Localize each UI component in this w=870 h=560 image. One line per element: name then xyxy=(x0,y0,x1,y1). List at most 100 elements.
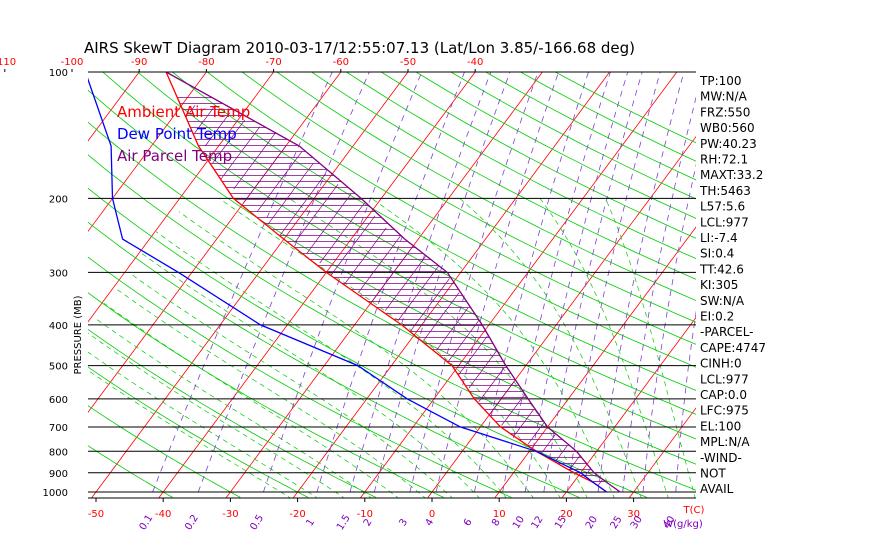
isotherm-line xyxy=(566,316,696,493)
chart-legend: Ambient Air Temp Dew Point Temp Air Parcel… xyxy=(117,103,250,165)
cape-hatch-line xyxy=(385,256,426,311)
bottom-temp-tick-label: -40 xyxy=(155,509,171,520)
isotherm-line xyxy=(768,72,870,492)
index-entry: SW:N/A xyxy=(700,294,745,308)
dew-point-templine-line xyxy=(88,77,608,493)
bottom-temp-tick-label: -10 xyxy=(357,509,373,520)
mixing-ratio-tick-label: 12 xyxy=(530,514,546,531)
index-entry: -PARCEL- xyxy=(700,325,754,339)
index-entry: LFC:975 xyxy=(700,404,749,418)
top-temp-tick-label: -100 xyxy=(61,57,84,68)
mixing-ratio-tick-label: 0.2 xyxy=(183,513,201,532)
cape-hatch-line xyxy=(489,381,515,416)
cape-hatch-line xyxy=(268,163,314,225)
cape-hatch-line xyxy=(436,307,469,351)
top-temp-tick-label: -80 xyxy=(198,57,214,68)
moist-adiabat-line xyxy=(141,252,480,498)
cape-hatch-line xyxy=(409,278,450,332)
mixing-ratio-line xyxy=(543,72,643,493)
isotherm-line xyxy=(158,491,164,498)
isotherm-line xyxy=(835,72,870,492)
mixing-ratio-tick-label: 2 xyxy=(362,517,375,528)
air-parcel-templine-line xyxy=(165,72,621,493)
legend-entry: Air Parcel Temp xyxy=(117,147,232,165)
mixing-ratio-tick-label: 8 xyxy=(490,517,503,528)
cape-hatch-line xyxy=(398,265,439,321)
isotherm-line xyxy=(628,491,634,498)
mixing-ratio-tick-label: 1 xyxy=(304,517,317,528)
isotherm-line xyxy=(225,491,231,498)
dry-adiabat-line xyxy=(311,72,696,280)
mixing-ratio-tick-label: 25 xyxy=(609,514,625,531)
mixing-ratio-line xyxy=(502,72,611,493)
moist-adiabat-line xyxy=(539,198,669,498)
cape-hatch-line xyxy=(423,292,460,341)
dry-adiabat-line xyxy=(276,72,696,301)
pressure-tick-label: 100 xyxy=(49,68,68,79)
y-axis-label: PRESSURE (MB) xyxy=(73,295,84,374)
bottom-temp-tick-label: 20 xyxy=(560,509,573,520)
cape-hatch-line xyxy=(527,422,544,445)
cape-hatching xyxy=(177,97,606,486)
top-temp-tick-label: -110 xyxy=(0,57,16,68)
pressure-tick-label: 800 xyxy=(49,447,68,458)
legend-entry: Ambient Air Temp xyxy=(117,103,250,121)
cape-hatch-line xyxy=(204,112,231,147)
cape-hatch-line xyxy=(306,193,352,254)
mixing-ratio-line xyxy=(597,72,685,493)
cape-hatch-line xyxy=(370,246,414,304)
mixing-ratio-line xyxy=(316,72,465,493)
mixing-ratio-unit-label: W(g/kg) xyxy=(663,519,703,530)
index-entry: L57:5.6 xyxy=(700,200,745,214)
top-temp-tick-label: -50 xyxy=(400,57,416,68)
isotherm-line xyxy=(88,72,342,413)
cape-hatch-line xyxy=(330,215,376,276)
mixing-ratio-line xyxy=(642,163,696,493)
pressure-tick-label: 200 xyxy=(49,194,68,205)
cape-hatch-line xyxy=(555,445,568,462)
isotherm-line xyxy=(95,72,409,493)
cape-hatch-line xyxy=(584,468,591,478)
index-entry: EL:100 xyxy=(700,419,741,433)
index-entry: TT:42.6 xyxy=(699,262,744,276)
cape-hatch-line xyxy=(189,105,196,113)
moist-adiabat-line xyxy=(605,198,696,498)
index-entry: WB0:560 xyxy=(700,121,755,135)
dry-adiabat-line xyxy=(346,72,696,260)
index-entry: NOT xyxy=(700,467,726,481)
index-entry: PW:40.23 xyxy=(700,137,757,151)
mixing-ratio-tick-label: 1.5 xyxy=(335,513,353,532)
dry-adiabat-line xyxy=(88,445,173,498)
mixing-ratio-line xyxy=(263,72,423,493)
mixing-ratio-tick-label: 0.5 xyxy=(248,513,266,532)
mixing-ratio-line xyxy=(435,72,559,493)
ambient-air-templine-line xyxy=(165,72,608,493)
index-entry: MAXT:33.2 xyxy=(700,168,763,182)
cape-hatch-line xyxy=(319,202,365,264)
mixing-ratio-line xyxy=(409,72,539,493)
isotherm-line xyxy=(162,72,476,493)
isotherm-line xyxy=(88,72,207,233)
index-entry: AVAIL xyxy=(700,482,734,496)
pressure-tick-label: 500 xyxy=(49,362,68,373)
grid-lines xyxy=(88,72,870,498)
legend-entry: Dew Point Temp xyxy=(117,125,237,143)
mixing-ratio-tick-label: 4 xyxy=(424,517,437,528)
cape-hatch-line xyxy=(344,227,387,285)
bottom-temp-tick-label: 30 xyxy=(627,509,640,520)
bottom-temp-tick-label: -50 xyxy=(88,509,104,520)
index-entry: CAP:0.0 xyxy=(700,388,747,402)
pressure-tick-label: 400 xyxy=(49,321,68,332)
plot-frame xyxy=(88,71,696,499)
mixing-ratio-tick-label: 0.1 xyxy=(138,513,156,532)
moist-adiabat-line xyxy=(155,231,507,498)
cape-hatch-line xyxy=(294,183,339,243)
dry-adiabat-line xyxy=(88,256,512,498)
index-entry: FRZ:550 xyxy=(700,105,750,119)
mixing-ratio-tick-label: 3 xyxy=(397,517,410,528)
profile-series xyxy=(88,72,621,493)
mixing-ratio-line xyxy=(373,72,511,493)
index-entry: MW:N/A xyxy=(700,90,748,104)
